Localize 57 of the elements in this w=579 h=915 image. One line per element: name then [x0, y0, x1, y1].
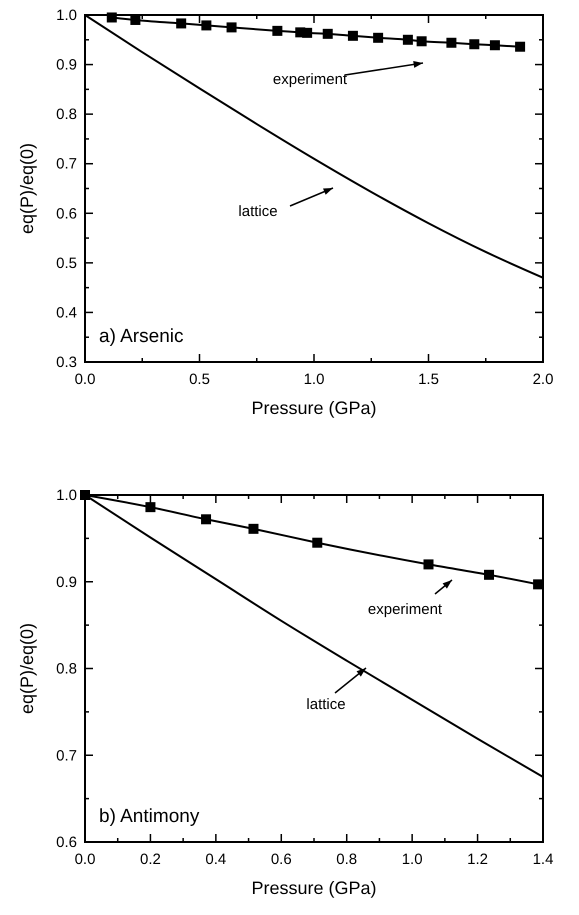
x-tick-label: 0.5: [189, 371, 210, 388]
y-axis-title: eq(P)/eq(0): [17, 622, 37, 714]
point: [402, 34, 413, 45]
point: [424, 559, 434, 570]
x-tick-label: 1.0: [304, 371, 324, 388]
annotation: experiment: [272, 71, 348, 88]
point: [176, 18, 186, 28]
point: [302, 28, 312, 38]
point: [348, 30, 358, 41]
x-tick-label: 0.8: [336, 851, 358, 868]
point: [373, 32, 384, 43]
x-tick-label: 0.0: [74, 371, 96, 388]
y-tick-label: 0.9: [56, 574, 77, 591]
annotation: lattice: [238, 203, 278, 220]
point: [490, 40, 500, 50]
y-tick-label: 0.8: [56, 106, 77, 124]
x-tick-label: 0.0: [74, 851, 96, 868]
x-tick-label: 2.0: [532, 371, 554, 388]
point: [515, 42, 526, 52]
point: [130, 14, 140, 25]
y-tick-label: 0.4: [56, 304, 77, 322]
x-axis-title: Pressure (GPa): [251, 878, 377, 898]
y-tick-label: 0.8: [56, 660, 77, 678]
x-tick-label: 0.2: [140, 851, 161, 868]
point: [272, 26, 282, 36]
point: [201, 514, 212, 524]
y-tick-label: 0.6: [56, 834, 77, 851]
x-tick-label: 0.4: [205, 851, 226, 868]
y-tick-label: 1.0: [56, 487, 77, 504]
point: [469, 39, 480, 50]
x-tick-label: 1.5: [418, 371, 439, 388]
y-tick-label: 0.6: [56, 205, 77, 222]
y-tick-label: 0.7: [56, 156, 77, 173]
x-tick-label: 1.0: [402, 851, 423, 868]
point: [446, 38, 456, 48]
point: [322, 28, 333, 39]
annotation: a) Arsenic: [99, 326, 184, 347]
point: [248, 524, 258, 534]
y-tick-label: 0.7: [56, 747, 77, 764]
point: [226, 22, 237, 32]
x-axis-title: Pressure (GPa): [251, 398, 377, 418]
y-tick-label: 0.3: [56, 354, 77, 371]
point: [484, 570, 494, 580]
annotation: lattice: [306, 696, 346, 713]
annotation: b) Antimony: [99, 806, 200, 827]
annotation: experiment: [368, 601, 443, 618]
x-tick-label: 1.4: [532, 851, 554, 868]
y-tick-label: 1.0: [56, 7, 77, 24]
x-tick-label: 0.6: [270, 851, 292, 868]
point: [201, 20, 212, 30]
point: [416, 36, 427, 46]
point: [145, 502, 156, 512]
y-tick-label: 0.9: [56, 56, 77, 74]
y-axis-title: eq(P)/eq(0): [17, 142, 37, 234]
point: [312, 538, 322, 548]
x-tick-label: 1.2: [467, 851, 488, 868]
y-tick-label: 0.5: [56, 254, 77, 272]
